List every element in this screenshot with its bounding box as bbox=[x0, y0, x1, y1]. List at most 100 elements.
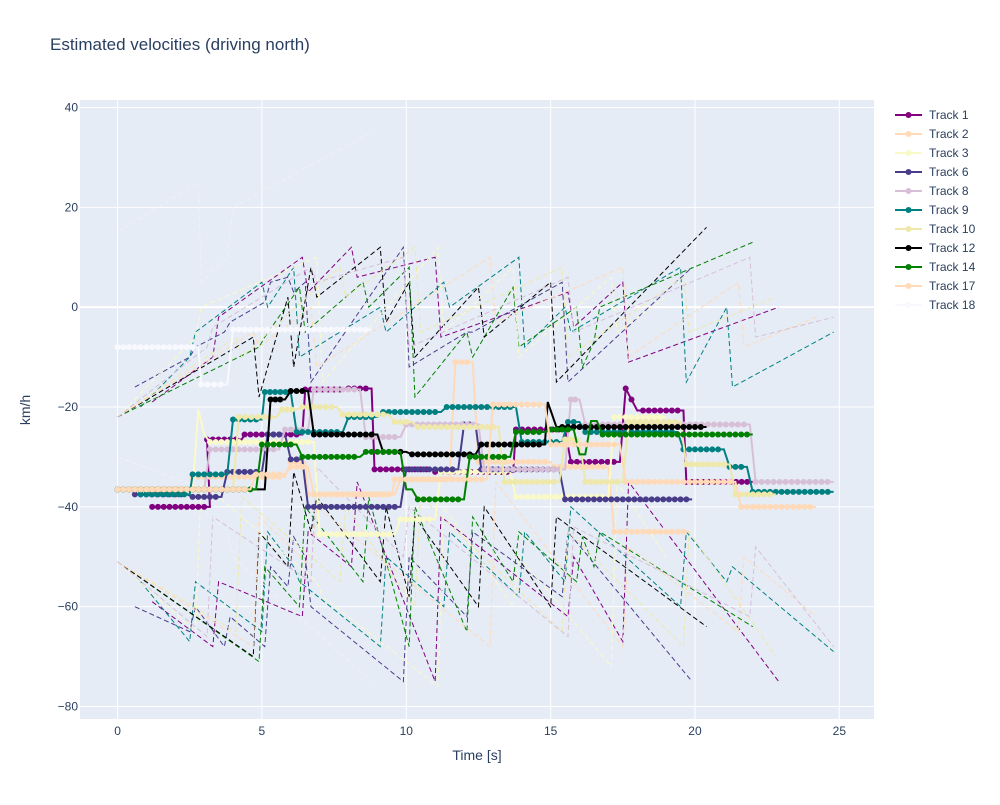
data-point-track-12[interactable] bbox=[640, 423, 647, 430]
data-point-track-6[interactable] bbox=[293, 456, 300, 463]
data-point-track-9[interactable] bbox=[261, 389, 268, 396]
data-point-track-14[interactable] bbox=[726, 431, 733, 438]
data-point-track-1[interactable] bbox=[645, 407, 652, 414]
data-point-track-17[interactable] bbox=[801, 503, 808, 510]
data-point-track-10[interactable] bbox=[501, 478, 508, 485]
data-point-track-10[interactable] bbox=[506, 478, 513, 485]
data-point-track-12[interactable] bbox=[536, 441, 543, 448]
data-point-track-10[interactable] bbox=[666, 418, 673, 425]
data-point-track-10[interactable] bbox=[328, 404, 335, 411]
data-point-track-3[interactable] bbox=[316, 531, 323, 538]
data-point-track-10[interactable] bbox=[283, 406, 290, 413]
data-point-track-1[interactable] bbox=[247, 431, 254, 438]
data-point-track-6[interactable] bbox=[426, 466, 433, 473]
data-point-track-18[interactable] bbox=[235, 326, 242, 333]
data-point-track-8[interactable] bbox=[722, 421, 729, 428]
data-point-track-17[interactable] bbox=[212, 486, 219, 493]
data-point-track-6[interactable] bbox=[648, 496, 655, 503]
data-point-track-3[interactable] bbox=[518, 493, 525, 500]
data-point-track-14[interactable] bbox=[322, 453, 329, 460]
data-point-track-8[interactable] bbox=[538, 466, 545, 473]
data-point-track-17[interactable] bbox=[333, 491, 340, 498]
data-point-track-10[interactable] bbox=[288, 406, 295, 413]
data-point-track-18[interactable] bbox=[198, 381, 205, 388]
data-point-track-3[interactable] bbox=[333, 531, 340, 538]
data-point-track-14[interactable] bbox=[339, 453, 346, 460]
data-point-track-8[interactable] bbox=[230, 446, 237, 453]
data-point-track-8[interactable] bbox=[391, 433, 398, 440]
data-point-track-6[interactable] bbox=[449, 466, 456, 473]
data-point-track-8[interactable] bbox=[567, 396, 574, 403]
data-point-track-9[interactable] bbox=[420, 408, 427, 415]
data-point-track-10[interactable] bbox=[254, 413, 261, 420]
data-point-track-18[interactable] bbox=[339, 326, 346, 333]
data-point-track-12[interactable] bbox=[634, 423, 641, 430]
data-point-track-9[interactable] bbox=[230, 416, 237, 423]
data-point-track-2[interactable] bbox=[583, 463, 590, 470]
data-point-track-17[interactable] bbox=[264, 471, 271, 478]
data-point-track-10[interactable] bbox=[767, 491, 774, 498]
data-point-track-8[interactable] bbox=[339, 386, 346, 393]
data-point-track-18[interactable] bbox=[247, 326, 254, 333]
data-point-track-17[interactable] bbox=[680, 478, 687, 485]
data-point-track-12[interactable] bbox=[293, 388, 300, 395]
data-point-track-8[interactable] bbox=[385, 433, 392, 440]
data-point-track-17[interactable] bbox=[599, 441, 606, 448]
data-point-track-18[interactable] bbox=[264, 326, 271, 333]
data-point-track-9[interactable] bbox=[478, 404, 485, 411]
data-point-track-10[interactable] bbox=[654, 418, 661, 425]
data-point-track-14[interactable] bbox=[368, 448, 375, 455]
data-point-track-3[interactable] bbox=[640, 413, 647, 420]
data-point-track-3[interactable] bbox=[553, 493, 560, 500]
data-point-track-2[interactable] bbox=[235, 473, 242, 480]
data-point-track-18[interactable] bbox=[143, 344, 150, 351]
data-point-track-8[interactable] bbox=[521, 466, 528, 473]
data-point-track-9[interactable] bbox=[472, 404, 479, 411]
data-point-track-9[interactable] bbox=[461, 404, 468, 411]
data-point-track-3[interactable] bbox=[403, 516, 410, 523]
data-point-track-9[interactable] bbox=[206, 471, 213, 478]
data-point-track-14[interactable] bbox=[738, 431, 745, 438]
data-point-track-10[interactable] bbox=[614, 478, 621, 485]
data-point-track-9[interactable] bbox=[484, 404, 491, 411]
data-point-track-8[interactable] bbox=[716, 421, 723, 428]
data-point-track-10[interactable] bbox=[592, 478, 599, 485]
data-point-track-18[interactable] bbox=[183, 344, 190, 351]
data-point-track-17[interactable] bbox=[437, 476, 444, 483]
data-point-track-10[interactable] bbox=[721, 461, 728, 468]
data-point-track-14[interactable] bbox=[622, 431, 629, 438]
data-point-track-18[interactable] bbox=[287, 326, 294, 333]
data-point-track-18[interactable] bbox=[351, 326, 358, 333]
data-point-track-6[interactable] bbox=[385, 503, 392, 510]
data-point-track-6[interactable] bbox=[351, 503, 358, 510]
data-point-track-18[interactable] bbox=[241, 326, 248, 333]
data-point-track-6[interactable] bbox=[403, 466, 410, 473]
data-point-track-14[interactable] bbox=[478, 453, 485, 460]
data-point-track-8[interactable] bbox=[770, 478, 777, 485]
data-point-track-17[interactable] bbox=[357, 491, 364, 498]
data-point-track-12[interactable] bbox=[530, 441, 537, 448]
data-point-track-10[interactable] bbox=[351, 411, 358, 418]
data-point-track-17[interactable] bbox=[790, 503, 797, 510]
data-point-track-8[interactable] bbox=[818, 478, 825, 485]
data-point-track-2[interactable] bbox=[622, 528, 629, 535]
data-point-track-14[interactable] bbox=[715, 431, 722, 438]
data-point-track-10[interactable] bbox=[420, 423, 427, 430]
data-point-track-3[interactable] bbox=[345, 531, 352, 538]
data-point-track-17[interactable] bbox=[461, 476, 468, 483]
data-point-track-9[interactable] bbox=[824, 488, 831, 495]
data-point-track-17[interactable] bbox=[409, 476, 416, 483]
data-point-track-9[interactable] bbox=[175, 491, 182, 498]
data-point-track-14[interactable] bbox=[287, 441, 294, 448]
data-point-track-17[interactable] bbox=[663, 478, 670, 485]
data-point-track-6[interactable] bbox=[247, 468, 254, 475]
legend-item-track-6[interactable]: Track 6 bbox=[895, 165, 969, 179]
data-point-track-14[interactable] bbox=[640, 431, 647, 438]
data-point-track-8[interactable] bbox=[572, 396, 579, 403]
data-point-track-10[interactable] bbox=[374, 411, 381, 418]
data-point-track-12[interactable] bbox=[657, 423, 664, 430]
data-point-track-3[interactable] bbox=[385, 531, 392, 538]
data-point-track-6[interactable] bbox=[596, 496, 603, 503]
legend-item-track-10[interactable]: Track 10 bbox=[895, 222, 976, 236]
data-point-track-10[interactable] bbox=[461, 423, 468, 430]
